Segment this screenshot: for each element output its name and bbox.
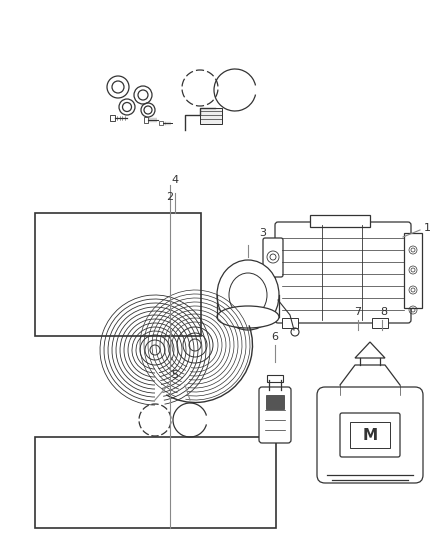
Text: 4: 4 xyxy=(171,175,179,185)
FancyBboxPatch shape xyxy=(259,387,291,443)
Ellipse shape xyxy=(229,273,267,317)
Bar xyxy=(266,395,284,409)
FancyBboxPatch shape xyxy=(263,238,283,277)
Text: 8: 8 xyxy=(381,307,388,317)
FancyBboxPatch shape xyxy=(340,413,400,457)
Bar xyxy=(267,375,283,382)
Bar xyxy=(310,215,370,227)
Bar xyxy=(159,121,163,125)
Bar xyxy=(110,115,115,121)
Text: 1: 1 xyxy=(424,223,431,233)
Bar xyxy=(35,213,201,336)
Bar xyxy=(372,318,388,328)
Text: 5: 5 xyxy=(172,370,179,380)
Bar xyxy=(35,437,276,528)
Text: 6: 6 xyxy=(272,332,279,342)
FancyBboxPatch shape xyxy=(275,222,411,323)
Bar xyxy=(200,108,222,124)
Bar xyxy=(350,422,390,448)
Polygon shape xyxy=(355,342,385,358)
Text: 2: 2 xyxy=(166,192,173,202)
Text: 3: 3 xyxy=(259,228,266,238)
Bar xyxy=(282,318,298,328)
Bar xyxy=(144,117,148,123)
Ellipse shape xyxy=(217,306,279,328)
Text: M: M xyxy=(362,427,378,442)
Text: 7: 7 xyxy=(354,307,361,317)
Ellipse shape xyxy=(217,260,279,330)
FancyBboxPatch shape xyxy=(317,387,423,483)
Bar xyxy=(404,233,422,308)
